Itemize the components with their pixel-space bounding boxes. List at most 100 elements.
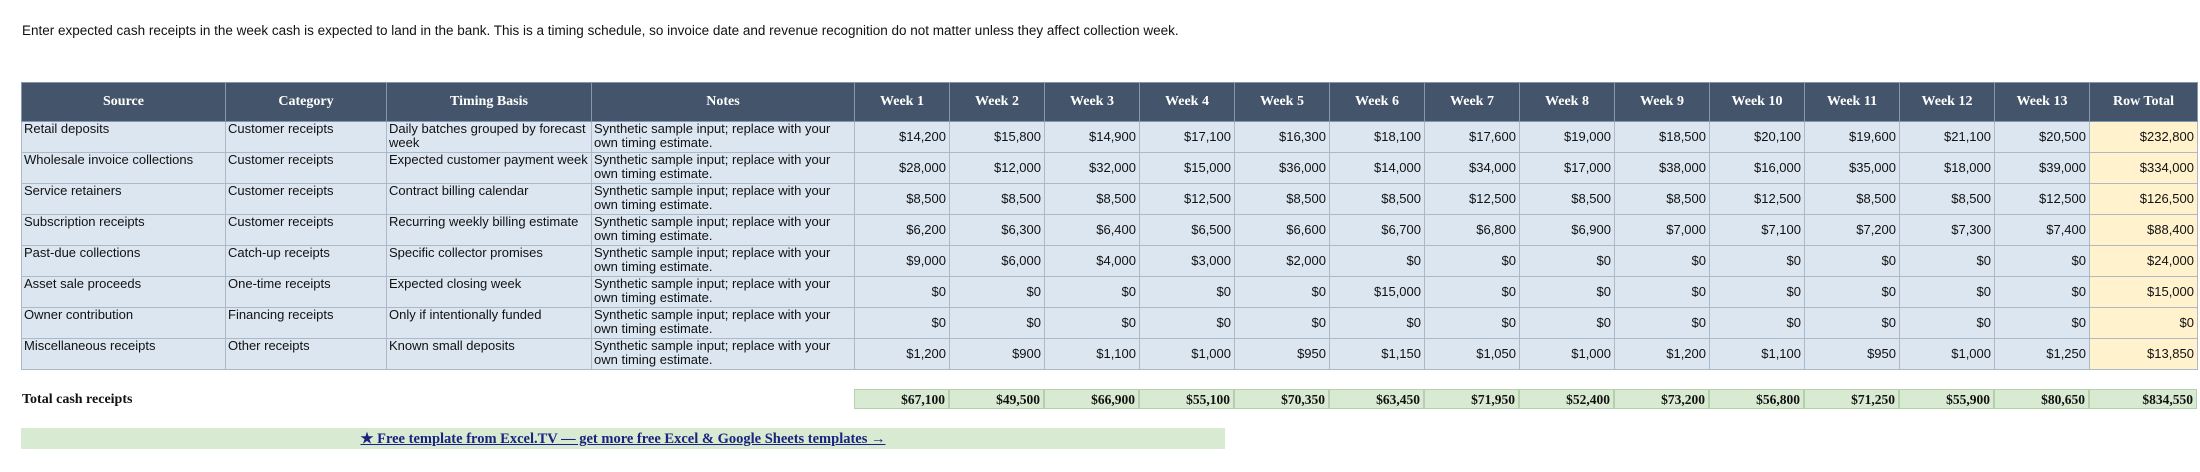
total-week-9-cell[interactable]: $73,200 bbox=[1614, 389, 1709, 409]
week-1-cell[interactable]: $0 bbox=[854, 307, 950, 339]
week-6-cell[interactable]: $0 bbox=[1329, 245, 1425, 277]
week-6-cell[interactable]: $1,150 bbox=[1329, 338, 1425, 370]
column-header-category[interactable]: Category bbox=[225, 82, 387, 122]
total-week-6-cell[interactable]: $63,450 bbox=[1329, 389, 1424, 409]
week-6-cell[interactable]: $8,500 bbox=[1329, 183, 1425, 215]
week-8-cell[interactable]: $0 bbox=[1519, 276, 1615, 308]
week-10-cell[interactable]: $1,100 bbox=[1709, 338, 1805, 370]
week-1-cell[interactable]: $1,200 bbox=[854, 338, 950, 370]
week-12-cell[interactable]: $1,000 bbox=[1899, 338, 1995, 370]
notes-cell[interactable]: Synthetic sample input; replace with you… bbox=[591, 183, 855, 215]
promo-link[interactable]: ★ Free template from Excel.TV — get more… bbox=[360, 431, 886, 447]
category-cell[interactable]: Customer receipts bbox=[225, 152, 387, 184]
week-11-cell[interactable]: $0 bbox=[1804, 245, 1900, 277]
row-total-cell[interactable]: $15,000 bbox=[2089, 276, 2198, 308]
week-4-cell[interactable]: $3,000 bbox=[1139, 245, 1235, 277]
week-3-cell[interactable]: $4,000 bbox=[1044, 245, 1140, 277]
column-header-source[interactable]: Source bbox=[21, 82, 226, 122]
week-9-cell[interactable]: $8,500 bbox=[1614, 183, 1710, 215]
column-header-week-1[interactable]: Week 1 bbox=[854, 82, 950, 122]
week-6-cell[interactable]: $14,000 bbox=[1329, 152, 1425, 184]
total-week-7-cell[interactable]: $71,950 bbox=[1424, 389, 1519, 409]
week-6-cell[interactable]: $6,700 bbox=[1329, 214, 1425, 246]
week-11-cell[interactable]: $7,200 bbox=[1804, 214, 1900, 246]
week-9-cell[interactable]: $0 bbox=[1614, 276, 1710, 308]
week-12-cell[interactable]: $0 bbox=[1899, 307, 1995, 339]
row-total-cell[interactable]: $334,000 bbox=[2089, 152, 2198, 184]
week-2-cell[interactable]: $8,500 bbox=[949, 183, 1045, 215]
week-9-cell[interactable]: $7,000 bbox=[1614, 214, 1710, 246]
total-week-8-cell[interactable]: $52,400 bbox=[1519, 389, 1614, 409]
week-3-cell[interactable]: $8,500 bbox=[1044, 183, 1140, 215]
notes-cell[interactable]: Synthetic sample input; replace with you… bbox=[591, 276, 855, 308]
week-12-cell[interactable]: $7,300 bbox=[1899, 214, 1995, 246]
week-10-cell[interactable]: $0 bbox=[1709, 307, 1805, 339]
week-13-cell[interactable]: $0 bbox=[1994, 276, 2090, 308]
week-1-cell[interactable]: $0 bbox=[854, 276, 950, 308]
row-total-cell[interactable]: $0 bbox=[2089, 307, 2198, 339]
category-cell[interactable]: Catch-up receipts bbox=[225, 245, 387, 277]
week-5-cell[interactable]: $0 bbox=[1234, 276, 1330, 308]
week-10-cell[interactable]: $12,500 bbox=[1709, 183, 1805, 215]
week-3-cell[interactable]: $32,000 bbox=[1044, 152, 1140, 184]
timing-basis-cell[interactable]: Only if intentionally funded bbox=[386, 307, 592, 339]
total-week-2-cell[interactable]: $49,500 bbox=[949, 389, 1044, 409]
category-cell[interactable]: Customer receipts bbox=[225, 183, 387, 215]
week-11-cell[interactable]: $35,000 bbox=[1804, 152, 1900, 184]
week-2-cell[interactable]: $900 bbox=[949, 338, 1045, 370]
week-13-cell[interactable]: $0 bbox=[1994, 245, 2090, 277]
week-8-cell[interactable]: $8,500 bbox=[1519, 183, 1615, 215]
notes-cell[interactable]: Synthetic sample input; replace with you… bbox=[591, 245, 855, 277]
total-week-11-cell[interactable]: $71,250 bbox=[1804, 389, 1899, 409]
column-header-week-10[interactable]: Week 10 bbox=[1709, 82, 1805, 122]
category-cell[interactable]: Customer receipts bbox=[225, 121, 387, 153]
week-8-cell[interactable]: $19,000 bbox=[1519, 121, 1615, 153]
week-12-cell[interactable]: $0 bbox=[1899, 245, 1995, 277]
week-7-cell[interactable]: $0 bbox=[1424, 245, 1520, 277]
column-header-week-7[interactable]: Week 7 bbox=[1424, 82, 1520, 122]
notes-cell[interactable]: Synthetic sample input; replace with you… bbox=[591, 152, 855, 184]
week-3-cell[interactable]: $0 bbox=[1044, 307, 1140, 339]
week-13-cell[interactable]: $12,500 bbox=[1994, 183, 2090, 215]
week-8-cell[interactable]: $6,900 bbox=[1519, 214, 1615, 246]
column-header-week-5[interactable]: Week 5 bbox=[1234, 82, 1330, 122]
week-7-cell[interactable]: $0 bbox=[1424, 307, 1520, 339]
week-1-cell[interactable]: $28,000 bbox=[854, 152, 950, 184]
total-week-4-cell[interactable]: $55,100 bbox=[1139, 389, 1234, 409]
source-cell[interactable]: Service retainers bbox=[21, 183, 226, 215]
row-total-cell[interactable]: $232,800 bbox=[2089, 121, 2198, 153]
week-2-cell[interactable]: $0 bbox=[949, 307, 1045, 339]
category-cell[interactable]: Financing receipts bbox=[225, 307, 387, 339]
week-7-cell[interactable]: $1,050 bbox=[1424, 338, 1520, 370]
total-week-1-cell[interactable]: $67,100 bbox=[854, 389, 949, 409]
week-10-cell[interactable]: $16,000 bbox=[1709, 152, 1805, 184]
total-week-5-cell[interactable]: $70,350 bbox=[1234, 389, 1329, 409]
category-cell[interactable]: One-time receipts bbox=[225, 276, 387, 308]
week-13-cell[interactable]: $0 bbox=[1994, 307, 2090, 339]
week-9-cell[interactable]: $0 bbox=[1614, 307, 1710, 339]
week-1-cell[interactable]: $14,200 bbox=[854, 121, 950, 153]
week-8-cell[interactable]: $17,000 bbox=[1519, 152, 1615, 184]
column-header-week-3[interactable]: Week 3 bbox=[1044, 82, 1140, 122]
week-13-cell[interactable]: $39,000 bbox=[1994, 152, 2090, 184]
week-9-cell[interactable]: $1,200 bbox=[1614, 338, 1710, 370]
column-header-week-8[interactable]: Week 8 bbox=[1519, 82, 1615, 122]
week-7-cell[interactable]: $12,500 bbox=[1424, 183, 1520, 215]
source-cell[interactable]: Retail deposits bbox=[21, 121, 226, 153]
source-cell[interactable]: Past-due collections bbox=[21, 245, 226, 277]
week-8-cell[interactable]: $0 bbox=[1519, 307, 1615, 339]
week-3-cell[interactable]: $6,400 bbox=[1044, 214, 1140, 246]
column-header-row-total[interactable]: Row Total bbox=[2089, 82, 2198, 122]
week-4-cell[interactable]: $12,500 bbox=[1139, 183, 1235, 215]
week-6-cell[interactable]: $15,000 bbox=[1329, 276, 1425, 308]
week-4-cell[interactable]: $17,100 bbox=[1139, 121, 1235, 153]
category-cell[interactable]: Customer receipts bbox=[225, 214, 387, 246]
week-10-cell[interactable]: $0 bbox=[1709, 276, 1805, 308]
week-3-cell[interactable]: $14,900 bbox=[1044, 121, 1140, 153]
timing-basis-cell[interactable]: Recurring weekly billing estimate bbox=[386, 214, 592, 246]
week-1-cell[interactable]: $8,500 bbox=[854, 183, 950, 215]
row-total-cell[interactable]: $24,000 bbox=[2089, 245, 2198, 277]
row-total-cell[interactable]: $88,400 bbox=[2089, 214, 2198, 246]
week-11-cell[interactable]: $0 bbox=[1804, 276, 1900, 308]
week-6-cell[interactable]: $0 bbox=[1329, 307, 1425, 339]
